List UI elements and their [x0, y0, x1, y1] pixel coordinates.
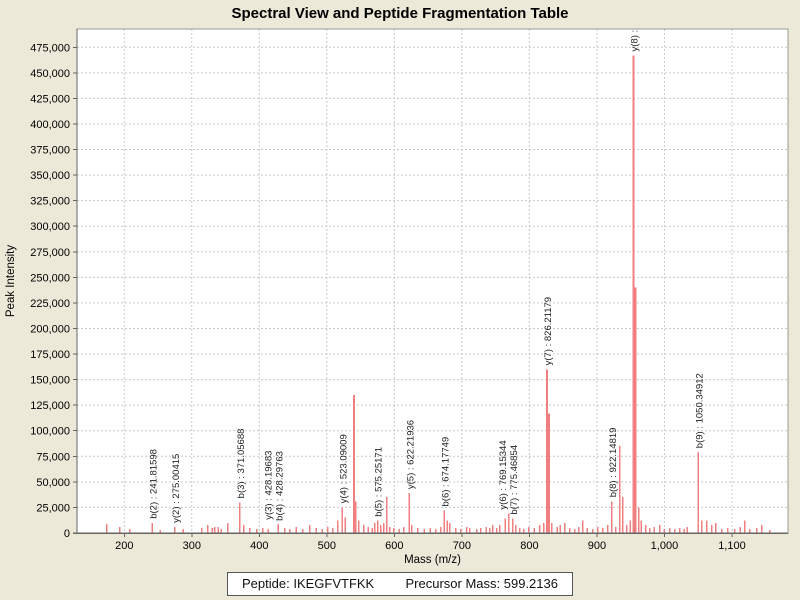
y-tick-label: 400,000	[30, 119, 70, 131]
peak-annotation-label: y(2) : 275.00415	[171, 454, 182, 523]
y-tick-label: 175,000	[30, 349, 70, 361]
peak-annotation-label: b(8) : 922.14819	[608, 428, 619, 498]
info-bar: Peptide: IKEGFVTFKK Precursor Mass: 599.…	[0, 572, 800, 596]
peak-annotation-label: b(6) : 674.17749	[440, 437, 451, 507]
precursor-mass-label: Precursor Mass:	[405, 576, 501, 591]
peak-annotation-label: b(9) : 1050.34912	[694, 373, 705, 448]
y-tick-label: 225,000	[30, 298, 70, 310]
precursor-mass-value: 599.2136	[503, 576, 558, 591]
y-tick-label: 325,000	[30, 196, 70, 208]
peak-annotation-label: b(4) : 428.29763	[274, 451, 285, 521]
peak-annotation-label: y(4) : 523.09009	[338, 434, 349, 503]
y-tick-label: 50,000	[36, 477, 70, 489]
y-tick-label: 100,000	[30, 426, 70, 438]
x-tick-label: 300	[183, 540, 201, 552]
y-tick-label: 425,000	[30, 93, 70, 105]
y-tick-label: 375,000	[30, 145, 70, 157]
y-tick-label: 350,000	[30, 170, 70, 182]
x-tick-label: 200	[115, 540, 133, 552]
x-tick-label: 1,100	[718, 540, 746, 552]
y-tick-label: 300,000	[30, 221, 70, 233]
peak-annotation-label: b(3) : 371.05688	[236, 429, 247, 499]
peptide-value: IKEGFVTFKK	[293, 576, 375, 591]
x-tick-label: 700	[453, 540, 471, 552]
peak-annotation-label: y(6) : 769.15344	[498, 440, 509, 509]
peak-annotation-label: b(5) : 575.25171	[374, 447, 385, 517]
x-tick-label: 400	[250, 540, 268, 552]
y-tick-label: 25,000	[36, 502, 70, 514]
peak-annotation-label: y(7) : 826.21179	[543, 297, 554, 365]
y-tick-label: 200,000	[30, 323, 70, 335]
y-tick-label: 150,000	[30, 375, 70, 387]
peptide-label: Peptide:	[242, 576, 290, 591]
y-tick-label: 475,000	[30, 42, 70, 54]
peak-annotation-label: y(5) : 622.21936	[405, 420, 416, 489]
spectrum-canvas[interactable]: 200 300 400 500 600 700 800 900 1,000 1,100 0 25,00…	[0, 0, 800, 570]
y-tick-label: 0	[64, 528, 70, 540]
plot-area[interactable]	[77, 29, 788, 533]
x-tick-label: 600	[385, 540, 403, 552]
y-tick-label: 275,000	[30, 247, 70, 259]
spectrum-plot[interactable]: 200 300 400 500 600 700 800 900 1,000 1,100 0 25,00…	[0, 0, 800, 570]
x-axis-title: Mass (m/z)	[404, 554, 461, 566]
peak-annotation-label: y(8) :	[630, 30, 641, 52]
y-tick-label: 75,000	[36, 451, 70, 463]
y-axis-title: Peak Intensity	[5, 245, 17, 317]
x-tick-label: 1,000	[651, 540, 679, 552]
chart-title: Spectral View and Peptide Fragmentation …	[231, 5, 569, 22]
peptide-info-box: Peptide: IKEGFVTFKK Precursor Mass: 599.…	[227, 572, 573, 596]
y-tick-label: 250,000	[30, 272, 70, 284]
peak-annotation-label: b(2) : 241.81598	[148, 449, 159, 519]
x-tick-label: 800	[520, 540, 538, 552]
peak-annotation-label: b(7) : 775.46854	[509, 445, 520, 515]
y-tick-label: 125,000	[30, 400, 70, 412]
y-tick-label: 450,000	[30, 68, 70, 80]
x-tick-label: 500	[318, 540, 336, 552]
peak-annotation-label: y(3) : 428.19683	[263, 451, 274, 520]
x-tick-label: 900	[588, 540, 606, 552]
